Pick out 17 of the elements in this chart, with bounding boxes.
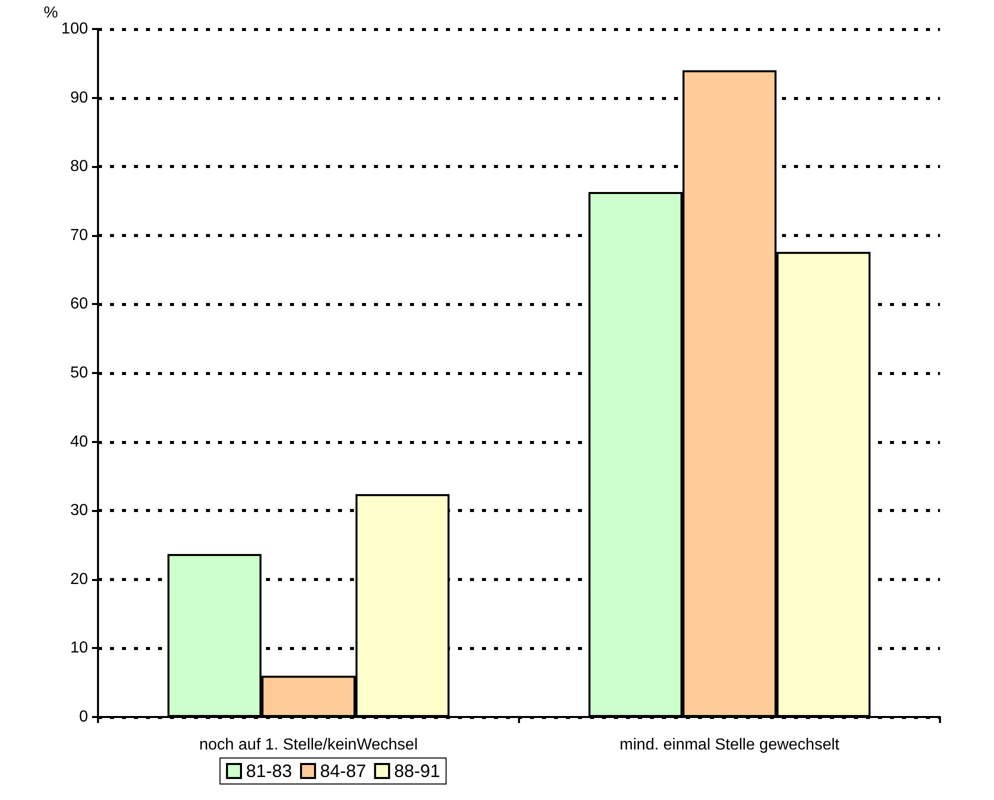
y-tick-label: 30	[70, 502, 88, 520]
y-tick-label: 100	[61, 20, 88, 38]
y-tick-label: 70	[70, 226, 88, 244]
y-tick-label: 40	[70, 433, 88, 450]
y-tick-label: 60	[70, 296, 88, 313]
y-tick-label: 10	[70, 640, 88, 657]
y-tick-label: 80	[70, 158, 88, 176]
legend-label: 88-91	[394, 761, 440, 781]
legend-label: 81-83	[246, 761, 292, 781]
legend-label: 84-87	[320, 761, 366, 781]
y-tick-label: 0	[79, 708, 88, 726]
y-axis-title: %	[44, 4, 58, 22]
x-tick-label: mind. einmal Stelle gewechselt	[620, 736, 840, 754]
y-tick-label: 50	[70, 364, 88, 382]
x-tick-label: noch auf 1. Stelle/keinWechsel	[199, 736, 418, 754]
y-tick-label: 90	[70, 89, 88, 106]
y-tick-label: 20	[70, 570, 88, 588]
